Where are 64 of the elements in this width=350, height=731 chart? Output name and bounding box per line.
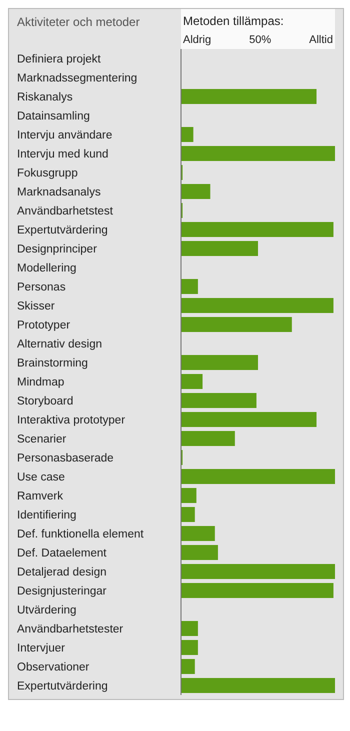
text: Aldrig	[183, 34, 212, 46]
y-tick-label: Brainstorming	[17, 358, 88, 370]
bar	[181, 526, 215, 541]
y-tick-label: Expertutvärdering	[17, 680, 108, 692]
y-tick-label: Designprinciper	[17, 244, 98, 256]
bar	[181, 374, 203, 389]
bar	[181, 488, 196, 503]
y-tick-label: Skisser	[17, 300, 55, 312]
y-tick-label: Observationer	[17, 662, 90, 674]
y-tick-label: Användbarhetstest	[17, 206, 114, 218]
y-tick-label: Interaktiva prototyper	[17, 414, 126, 426]
y-tick-label: Definiera projekt	[17, 54, 102, 66]
y-tick-label: Intervjuer	[17, 642, 66, 654]
y-tick-label: Riskanalys	[17, 92, 73, 104]
bar	[181, 659, 195, 674]
bar	[181, 412, 317, 427]
text: Alltid	[309, 34, 333, 46]
bar	[181, 431, 235, 446]
bar	[181, 640, 198, 655]
bar	[181, 564, 335, 579]
y-tick-label: Utvärdering	[17, 604, 76, 616]
y-tick-label: Personasbaserade	[17, 452, 114, 464]
bar	[181, 184, 210, 199]
y-tick-label: Storyboard	[17, 396, 74, 408]
y-tick-label: Ramverk	[17, 490, 64, 502]
bar	[181, 127, 194, 142]
bar	[181, 355, 258, 370]
bar	[181, 583, 334, 598]
y-tick-label: Fokusgrupp	[17, 168, 78, 180]
bar	[181, 222, 334, 237]
text: 50%	[249, 34, 272, 46]
y-tick-label: Intervju användare	[17, 130, 112, 142]
y-axis-title: Aktiviteter och metoder	[16, 14, 141, 31]
bar	[181, 621, 198, 636]
bar	[181, 678, 335, 693]
bar	[181, 393, 256, 408]
y-tick-label: Alternativ design	[17, 338, 102, 350]
y-tick-label: Modellering	[17, 262, 76, 274]
y-tick-label: Expertutvärdering	[17, 224, 108, 236]
bar	[181, 89, 317, 104]
y-tick-label: Use case	[17, 472, 65, 484]
bar	[181, 146, 335, 161]
bar	[181, 545, 218, 560]
bar	[181, 279, 198, 294]
bar	[181, 469, 335, 484]
y-tick-label: Prototyper	[17, 320, 70, 332]
y-tick-label: Marknadssegmentering	[17, 72, 138, 84]
x-axis-title: Metoden tillämpas:	[182, 14, 285, 28]
y-tick-label: Identifiering	[17, 510, 76, 522]
y-tick-label: Detaljerad design	[17, 566, 107, 578]
y-tick-label: Datainsamling	[17, 110, 90, 122]
y-tick-label: Intervju med kund	[17, 148, 108, 160]
y-tick-label: Användbarhetstester	[17, 624, 124, 636]
y-tick-label: Designjusteringar	[17, 586, 107, 598]
bar	[181, 507, 195, 522]
bar	[181, 241, 258, 256]
y-tick-label: Personas	[17, 282, 66, 294]
y-tick-label: Marknadsanalys	[17, 186, 101, 198]
bar	[181, 317, 292, 332]
y-tick-label: Def. funktionella element	[17, 528, 144, 540]
bar	[181, 298, 334, 313]
y-tick-label: Scenarier	[17, 434, 66, 446]
y-tick-label: Mindmap	[17, 376, 64, 388]
y-tick-label: Def. Dataelement	[17, 548, 108, 560]
